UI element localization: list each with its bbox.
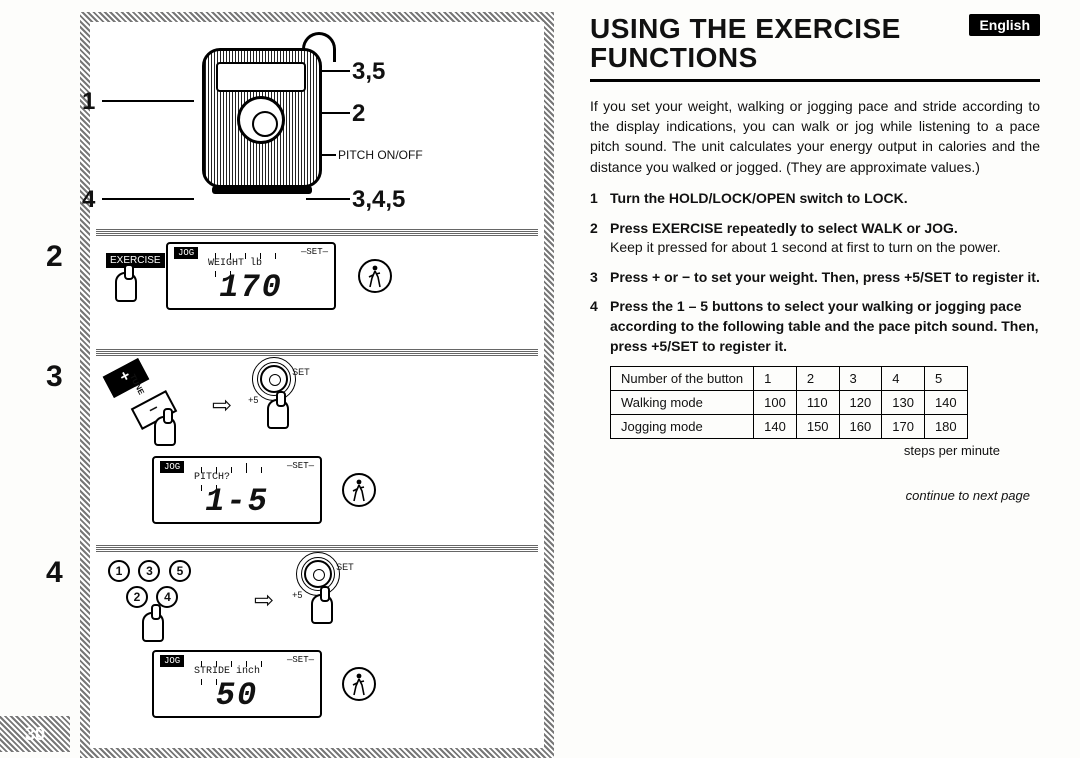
tune-keys: + – TUNE [106,362,196,448]
panel-3: 3 + – TUNE ⇨ SET +5 [96,356,538,544]
callout-3-4-5: 3,4,5 [352,186,405,214]
pitch-label: PITCH ON/OFF [338,148,423,162]
page-title: USING THE EXERCISE FUNCTIONS [590,14,969,73]
set-button-press: SET +5 [248,365,308,445]
arrow-icon: ⇨ [212,391,232,420]
table-row: Walking mode 100110120130140 [611,391,968,415]
page-number: 30 [0,716,70,752]
callout-2: 2 [352,100,365,128]
walk-icon [342,667,376,701]
table-caption: steps per minute [590,443,1000,458]
lcd-pitch: JOG —SET— PITCH? 1-5 [152,456,322,524]
text-column: USING THE EXERCISE FUNCTIONS English If … [560,0,1080,752]
exercise-button-label: EXERCISE [106,253,165,268]
arrow-icon: ⇨ [254,586,274,615]
panel-1-device: 1 4 3,5 2 3,4,5 PITCH ON/OFF [96,28,538,228]
table-row: Number of the button 12345 [611,367,968,391]
walk-icon [342,473,376,507]
lcd-weight-value: 170 [168,269,334,306]
language-badge: English [969,14,1040,36]
intro-paragraph: If you set your weight, walking or joggi… [590,96,1040,177]
instruction-list: 1 Turn the HOLD/LOCK/OPEN switch to LOCK… [590,189,1040,356]
step-num-4: 4 [46,556,63,590]
panel-2: 2 EXERCISE JOG —SET— WEIGHT lb 170 [96,236,538,348]
callout-1: 1 [82,88,95,116]
finger-icon [142,612,164,642]
walk-icon [358,259,392,293]
finger-icon [115,272,137,302]
exercise-button-press: EXERCISE [106,250,146,302]
step-1: 1 Turn the HOLD/LOCK/OPEN switch to LOCK… [590,189,1040,209]
number-buttons: 1 3 5 2 4 [106,558,236,642]
diagram-column: 1 4 3,5 2 3,4,5 PITCH ON/OFF 2 [0,0,560,752]
step-num-3: 3 [46,360,63,394]
lcd-stride: JOG —SET— STRIDE inch 50 [152,650,322,718]
title-rule [590,79,1040,82]
callout-4: 4 [82,186,95,214]
device-illustration [182,38,342,198]
continue-text: continue to next page [590,488,1030,503]
callout-3-5: 3,5 [352,58,385,86]
step-2: 2 Press EXERCISE repeatedly to select WA… [590,219,1040,258]
lcd-weight: JOG —SET— WEIGHT lb 170 [166,242,336,310]
step-3: 3 Press + or − to set your weight. Then,… [590,268,1040,288]
panel-4: 4 1 3 5 2 4 ⇨ [96,552,538,742]
pace-table: Number of the button 12345 Walking mode … [610,366,968,439]
diagram-frame: 1 4 3,5 2 3,4,5 PITCH ON/OFF 2 [80,12,554,758]
lcd-pitch-value: 1-5 [154,483,320,520]
step-4: 4 Press the 1 – 5 buttons to select your… [590,297,1040,356]
table-row: Jogging mode 140150160170180 [611,415,968,439]
step-num-2: 2 [46,240,63,274]
finger-icon [267,399,289,429]
finger-icon [154,416,176,446]
lcd-stride-value: 50 [154,677,320,714]
finger-icon [311,594,333,624]
set-button-press: SET +5 [292,560,352,640]
